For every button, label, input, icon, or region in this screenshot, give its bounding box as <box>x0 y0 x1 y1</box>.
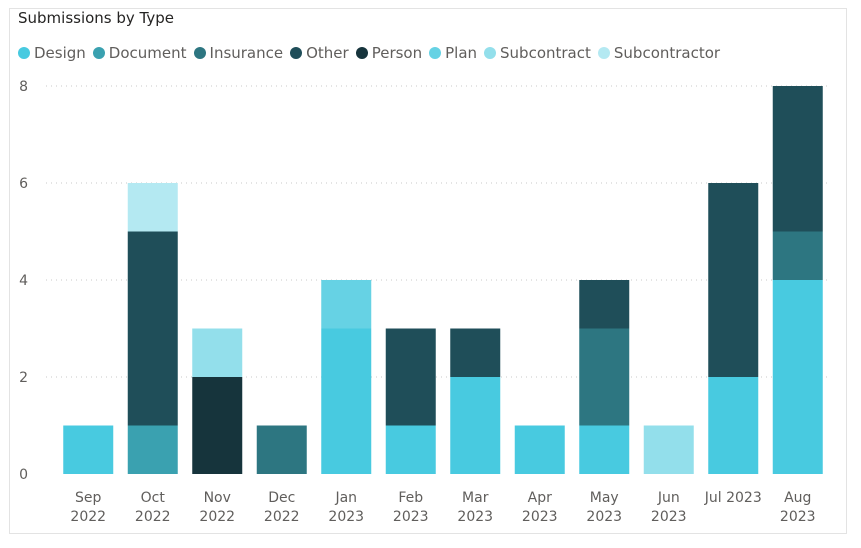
x-tick-label: Nov <box>204 490 231 506</box>
legend-label: Subcontractor <box>613 44 721 62</box>
bar-segment-other[interactable] <box>127 231 178 426</box>
x-tick-label: May <box>590 490 619 506</box>
legend-item-plan[interactable]: Plan <box>429 44 477 62</box>
bar-segment-subcontract[interactable] <box>643 425 694 475</box>
legend-item-document[interactable]: Document <box>92 44 187 62</box>
x-tick-label-year: 2023 <box>651 509 687 525</box>
x-tick-label-year: 2023 <box>780 509 816 525</box>
legend-label: Other <box>306 44 349 62</box>
y-tick-label: 4 <box>19 273 28 289</box>
x-tick-label: Dec <box>268 490 295 506</box>
legend-marker <box>18 47 30 59</box>
bar-segment-other[interactable] <box>772 86 823 232</box>
bar-segment-insurance[interactable] <box>772 231 823 281</box>
chart-title: Submissions by Type <box>18 9 175 27</box>
x-tick-label-year: 2022 <box>70 509 106 525</box>
x-tick-label-year: 2023 <box>393 509 429 525</box>
x-tick-label-year: 2023 <box>586 509 622 525</box>
x-tick-label: Jun <box>657 490 680 506</box>
x-tick-label: Mar <box>462 490 489 506</box>
x-tick-label-year: 2022 <box>264 509 300 525</box>
bar-segment-design[interactable] <box>772 280 823 474</box>
x-tick-label: Jan <box>334 490 357 506</box>
x-tick-label: Aug <box>784 490 811 506</box>
legend-marker <box>92 47 105 59</box>
bar-segment-design[interactable] <box>514 425 565 475</box>
bar-segment-person[interactable] <box>192 377 243 474</box>
legend-label: Design <box>34 44 86 62</box>
x-tick-label: Apr <box>528 490 552 506</box>
bar-segment-design[interactable] <box>385 425 436 475</box>
legend-marker <box>484 47 497 59</box>
legend-label: Plan <box>445 44 478 62</box>
legend-item-person[interactable]: Person <box>355 44 423 62</box>
legend-marker <box>355 47 368 59</box>
bar-segment-document[interactable] <box>127 425 178 475</box>
bar-segment-other[interactable] <box>579 280 630 329</box>
legend-label: Person <box>371 44 423 62</box>
y-tick-label: 2 <box>19 370 28 386</box>
bar-segment-design[interactable] <box>579 425 630 475</box>
bar-segment-other[interactable] <box>708 183 759 377</box>
legend-marker <box>597 47 610 59</box>
bar-segment-subcontractor[interactable] <box>127 183 178 232</box>
legend-label: Subcontract <box>500 44 591 62</box>
bar-segment-insurance[interactable] <box>256 425 307 475</box>
bar-segment-design[interactable] <box>450 377 501 474</box>
x-tick-label: Sep <box>75 490 102 506</box>
x-tick-label: Feb <box>398 490 423 506</box>
bar-segment-insurance[interactable] <box>579 328 630 426</box>
legend-label: Insurance <box>209 44 284 62</box>
y-tick-label: 0 <box>19 467 28 483</box>
x-tick-label-year: 2022 <box>135 509 171 525</box>
legend-item-other[interactable]: Other <box>290 44 349 62</box>
bar-segment-design[interactable] <box>63 425 114 475</box>
legend-marker <box>290 47 303 59</box>
legend-item-design[interactable]: Design <box>18 44 86 62</box>
legend-marker <box>193 47 206 59</box>
bar-segment-design[interactable] <box>321 328 372 475</box>
legend-label: Document <box>108 44 187 62</box>
bar-segment-other[interactable] <box>385 328 436 426</box>
bar-segment-subcontract[interactable] <box>192 328 243 378</box>
x-tick-label-year: 2023 <box>328 509 364 525</box>
x-tick-label: Oct <box>141 490 166 506</box>
bar-segment-other[interactable] <box>450 328 501 378</box>
x-tick-label-year: 2022 <box>199 509 235 525</box>
legend-marker <box>429 47 442 59</box>
chart-legend[interactable]: Design Document Insurance Other Person Plan Su… <box>18 43 727 63</box>
bar-segment-design[interactable] <box>708 377 759 474</box>
y-tick-label: 8 <box>19 79 28 95</box>
bar-segment-plan[interactable] <box>321 280 372 329</box>
x-tick-label-year: 2023 <box>457 509 493 525</box>
y-tick-label: 6 <box>19 176 28 192</box>
x-tick-label-year: 2023 <box>522 509 558 525</box>
x-tick-label: Jul 2023 <box>704 490 762 506</box>
legend-item-subcontract[interactable]: Subcontract <box>484 44 591 62</box>
legend-item-insurance[interactable]: Insurance <box>193 44 284 62</box>
legend-item-subcontractor[interactable]: Subcontractor <box>597 44 721 62</box>
